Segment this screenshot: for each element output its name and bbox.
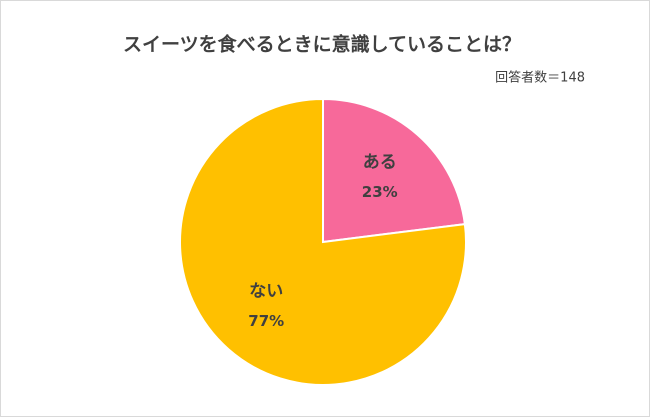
chart-title: スイーツを食べるときに意識していることは？ — [123, 33, 521, 56]
data-label: 77% — [248, 312, 284, 330]
chart-subtitle: 回答者数＝148 — [495, 70, 585, 86]
pie-slice — [179, 97, 467, 386]
pie-slice — [322, 97, 466, 244]
data-label: 23% — [362, 183, 398, 201]
slice-label: ない — [249, 281, 283, 301]
slice-label: ある — [363, 153, 397, 173]
